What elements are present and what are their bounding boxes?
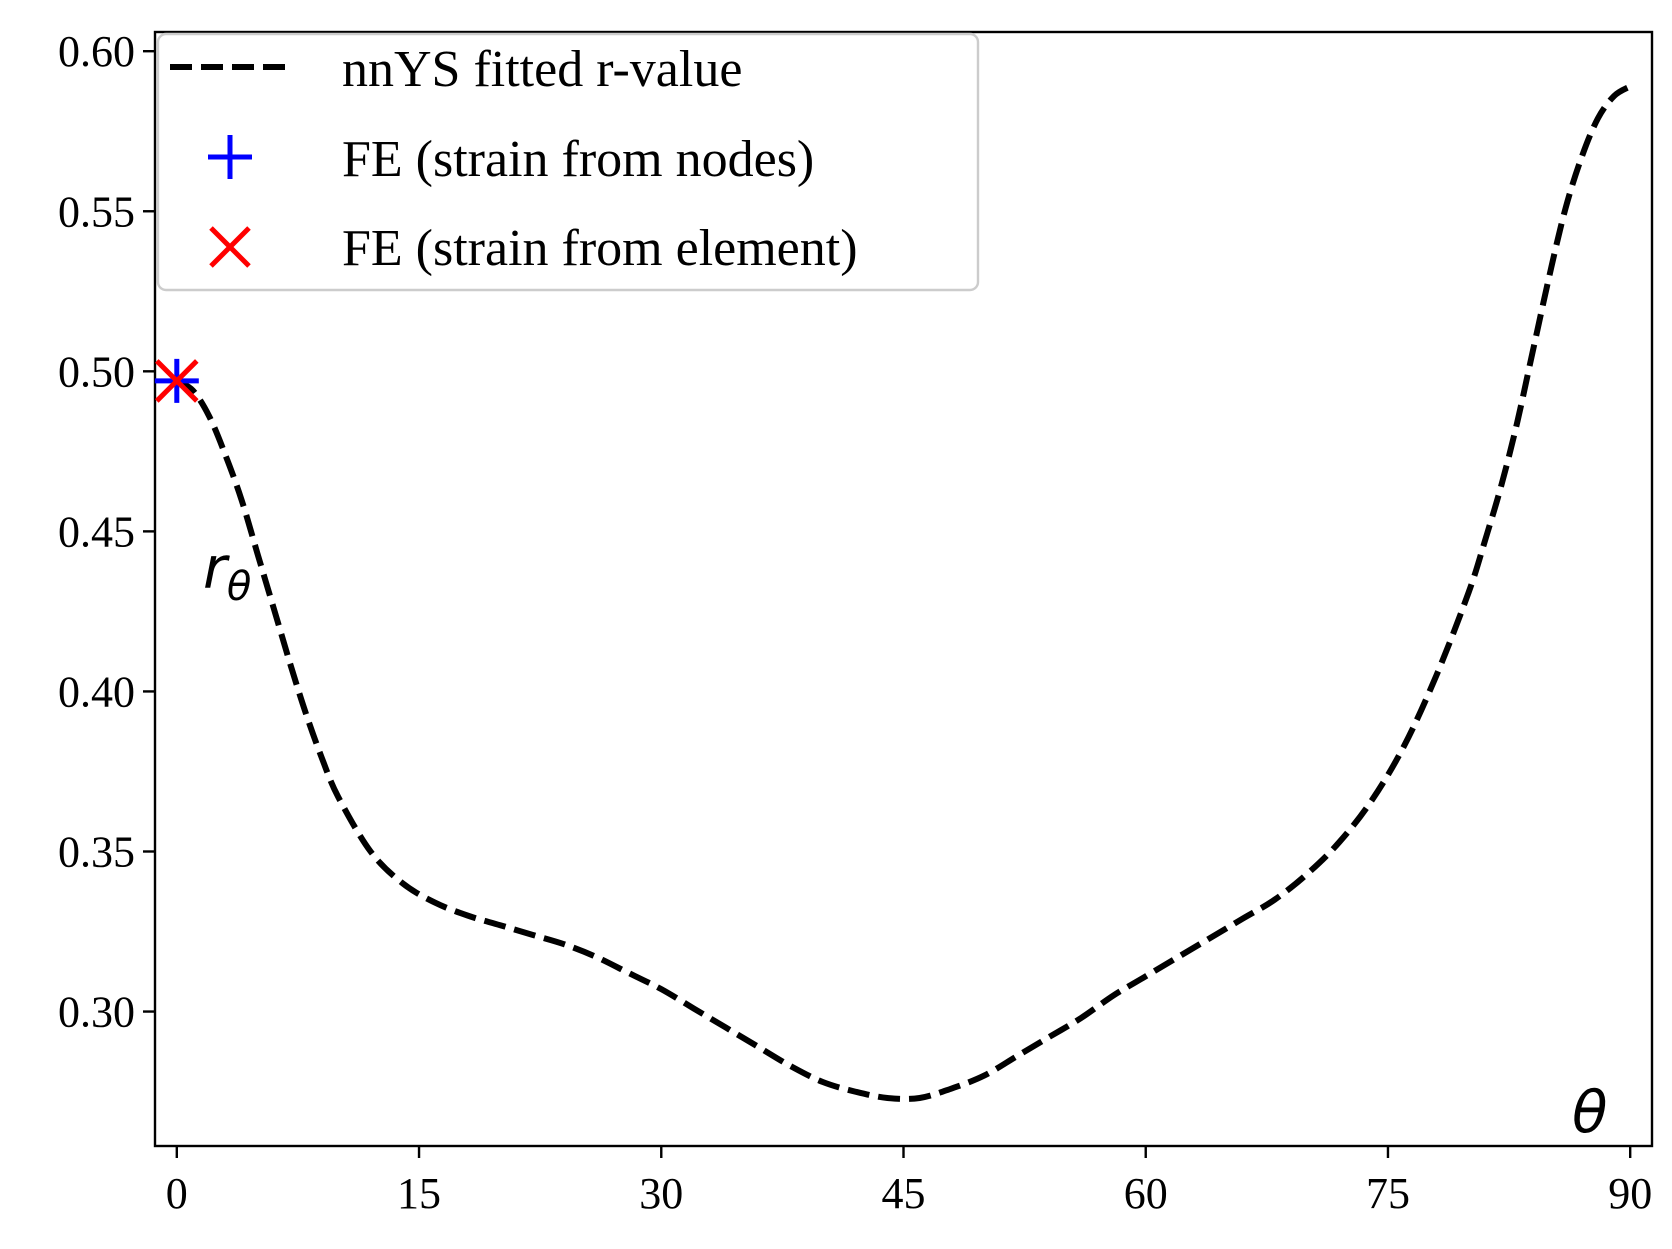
fe-element-point: [155, 359, 199, 403]
x-tick-label: 45: [882, 1169, 926, 1218]
series-layer: [154, 83, 1632, 1102]
legend-label-nodes: FE (strain from nodes): [342, 131, 814, 188]
x-tick-label: 60: [1124, 1169, 1168, 1218]
x-tick-label: 0: [166, 1169, 188, 1218]
y-axis-label-subscript: θ: [227, 564, 251, 610]
legend-label-fitted: nnYS fitted r-value: [342, 41, 742, 98]
y-axis-label: rθ: [203, 534, 251, 610]
y-tick-label: 0.40: [58, 667, 135, 716]
legend-x-marker-icon: [209, 226, 251, 268]
y-axis-label-main: r: [203, 534, 230, 602]
y-tick-label: 0.35: [58, 827, 135, 876]
y-tick-label: 0.30: [58, 988, 135, 1037]
x-tick-label: 30: [639, 1169, 683, 1218]
y-tick-label: 0.50: [58, 347, 135, 396]
legend-plus-marker-icon: [208, 135, 252, 179]
fitted-r-value-line: [175, 83, 1632, 1102]
x-tick-label: 15: [397, 1169, 441, 1218]
legend-box: [156, 32, 980, 292]
legend-label-element: FE (strain from element): [342, 220, 858, 277]
y-tick-label: 0.45: [58, 507, 135, 556]
x-tick-label: 75: [1366, 1169, 1410, 1218]
x-axis-ticks: 0 15 30 45 60 75 90: [166, 1146, 1652, 1218]
y-axis-ticks: 0.30 0.35 0.40 0.45 0.50 0.55 0.60: [58, 27, 155, 1037]
y-tick-label: 0.55: [58, 187, 135, 236]
y-tick-label: 0.60: [58, 27, 135, 76]
legend: nnYS fitted r-value FE (strain from node…: [156, 32, 980, 292]
x-axis-label: θ: [1572, 1078, 1608, 1146]
x-tick-label: 90: [1608, 1169, 1652, 1218]
